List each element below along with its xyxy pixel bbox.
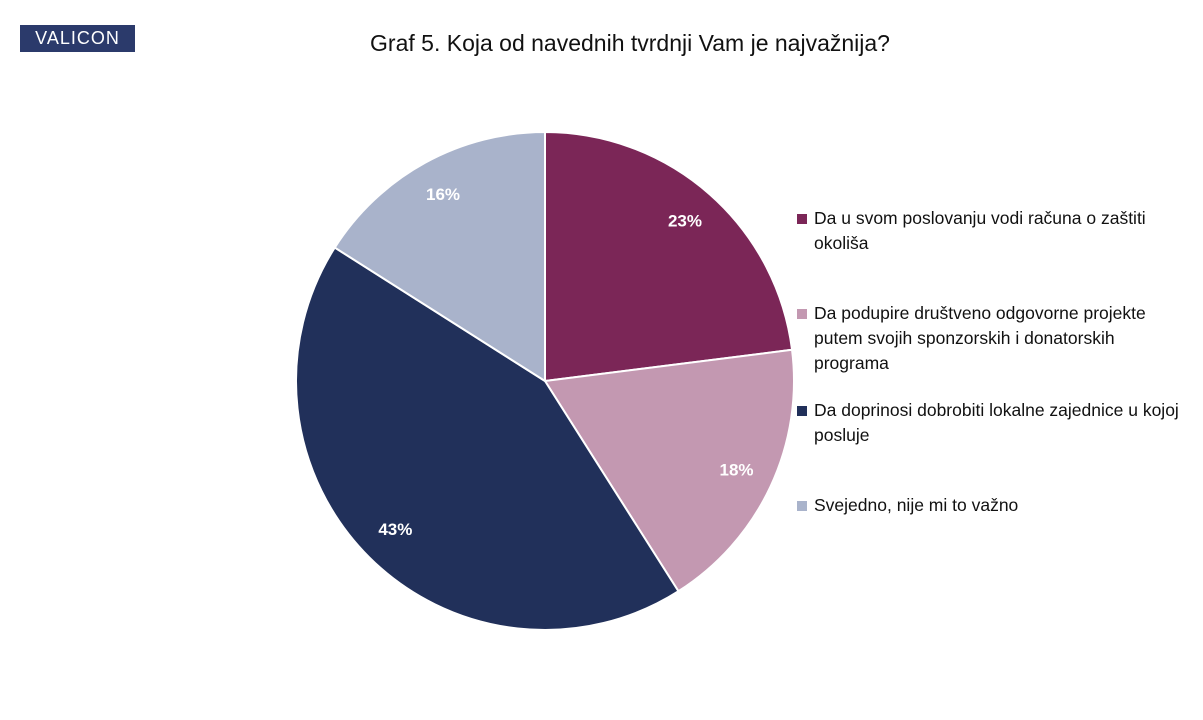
- chart-title: Graf 5. Koja od navednih tvrdnji Vam je …: [370, 30, 890, 56]
- brand-logo: VALICON: [20, 25, 135, 52]
- pie-slice: [333, 130, 546, 383]
- pie-slice: [544, 130, 794, 383]
- legend-swatch: [797, 501, 807, 511]
- legend-swatch: [797, 214, 807, 224]
- data-label: 18%: [719, 461, 753, 480]
- data-label: 23%: [668, 212, 702, 231]
- legend-label: Da podupire društveno odgovorne projekte…: [814, 303, 1146, 373]
- pie-slice: [295, 246, 680, 631]
- legend-label: Da u svom poslovanju vodi računa o zašti…: [814, 208, 1146, 253]
- data-label: 16%: [426, 185, 460, 204]
- legend-item: Da doprinosi dobrobiti lokalne zajednice…: [797, 398, 1182, 448]
- pie-slice: [543, 348, 795, 593]
- legend-swatch: [797, 309, 807, 319]
- data-label: 43%: [378, 520, 412, 539]
- legend-item: Svejedno, nije mi to važno: [797, 493, 1182, 518]
- legend-label: Svejedno, nije mi to važno: [814, 495, 1019, 515]
- legend-item: Da podupire društveno odgovorne projekte…: [797, 301, 1182, 376]
- legend-item: Da u svom poslovanju vodi računa o zašti…: [797, 206, 1182, 256]
- legend-label: Da doprinosi dobrobiti lokalne zajednice…: [814, 400, 1179, 445]
- legend-swatch: [797, 406, 807, 416]
